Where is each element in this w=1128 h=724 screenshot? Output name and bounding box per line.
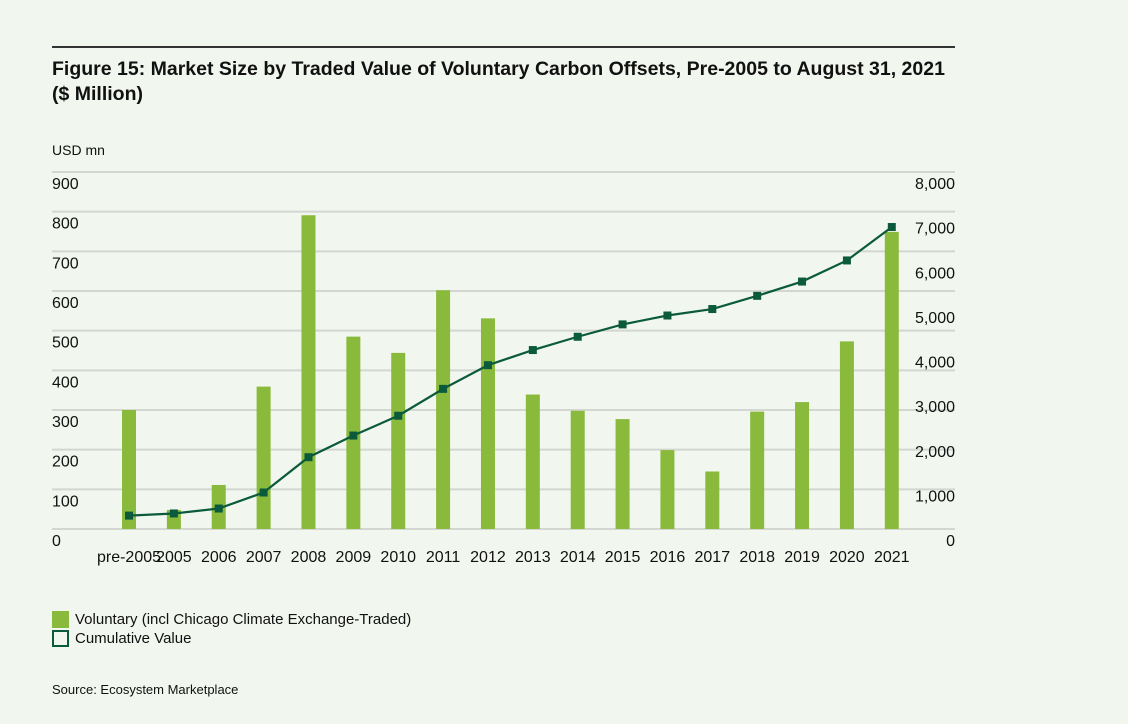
left-axis-tick-label: 100 (52, 493, 79, 510)
left-axis-tick-label: 200 (52, 454, 79, 471)
cumulative-marker (708, 305, 717, 314)
bar (122, 410, 136, 529)
cumulative-marker (753, 291, 762, 300)
x-axis-tick-label: 2020 (829, 549, 865, 566)
left-axis-tick-label: 900 (52, 176, 79, 193)
right-axis-tick-label: 0 (946, 533, 955, 550)
left-axis-tick-label: 500 (52, 335, 79, 352)
bar (436, 290, 451, 529)
bar (884, 231, 899, 529)
right-axis-tick-label: 6,000 (915, 265, 955, 282)
legend-item-voluntary: Voluntary (incl Chicago Climate Exchange… (52, 610, 411, 629)
cumulative-marker (528, 346, 537, 355)
cumulative-marker (573, 332, 582, 341)
top-rule (52, 46, 955, 48)
x-axis-tick-label: 2019 (784, 549, 820, 566)
x-axis-tick-label: 2014 (560, 549, 596, 566)
x-axis-tick-label: 2017 (695, 549, 731, 566)
bar (615, 419, 630, 529)
cumulative-marker (887, 223, 896, 232)
x-axis-tick-label: 2009 (336, 549, 372, 566)
bar (525, 394, 540, 529)
cumulative-marker (349, 431, 358, 440)
x-axis-tick-label: 2015 (605, 549, 641, 566)
cumulative-marker (618, 320, 627, 329)
right-axis-tick-label: 5,000 (915, 310, 955, 327)
right-axis-tick-label: 4,000 (915, 355, 955, 372)
right-axis-tick-label: 3,000 (915, 399, 955, 416)
x-axis-tick-label: 2005 (156, 549, 192, 566)
cumulative-marker (169, 509, 178, 518)
y-axis-unit-label: USD mn (52, 142, 105, 158)
x-axis-tick-label: 2012 (470, 549, 506, 566)
bar (705, 471, 720, 529)
legend-label-cumulative: Cumulative Value (75, 630, 192, 647)
x-axis-tick-label: 2007 (246, 549, 282, 566)
figure-title: Figure 15: Market Size by Traded Value o… (52, 58, 945, 105)
right-axis-tick-label: 8,000 (915, 176, 955, 193)
cumulative-marker (663, 311, 672, 320)
x-axis-tick-label: pre-2005 (97, 549, 161, 566)
bar (750, 411, 765, 529)
cumulative-marker (304, 453, 313, 462)
cumulative-marker (483, 361, 492, 370)
left-axis-tick-label: 400 (52, 374, 79, 391)
left-axis-tick-label: 600 (52, 295, 79, 312)
right-axis-tick-label: 1,000 (915, 488, 955, 505)
cumulative-marker (798, 277, 807, 286)
legend: Voluntary (incl Chicago Climate Exchange… (52, 610, 411, 648)
cumulative-marker (439, 384, 448, 393)
bar (570, 410, 585, 529)
cumulative-marker (259, 488, 268, 497)
left-axis-tick-label: 700 (52, 255, 79, 272)
legend-item-cumulative: Cumulative Value (52, 629, 411, 648)
legend-label-voluntary: Voluntary (incl Chicago Climate Exchange… (75, 611, 412, 628)
bar (301, 215, 316, 529)
right-axis-tick-label: 7,000 (915, 221, 955, 238)
cumulative-marker (214, 504, 223, 513)
x-axis-tick-label: 2016 (650, 549, 686, 566)
source-note: Source: Ecosystem Marketplace (52, 682, 239, 697)
left-axis-tick-label: 0 (52, 533, 61, 550)
x-axis-tick-label: 2006 (201, 549, 237, 566)
bar (839, 341, 854, 529)
x-axis-tick-label: 2018 (739, 549, 775, 566)
left-axis-tick-label: 300 (52, 414, 79, 431)
cumulative-marker (842, 256, 851, 265)
legend-swatch-bar (52, 611, 69, 628)
bar (480, 318, 495, 529)
x-axis-tick-label: 2021 (874, 549, 910, 566)
left-axis-tick-label: 800 (52, 216, 79, 233)
bar (660, 450, 675, 529)
cumulative-marker (394, 411, 403, 420)
x-axis-tick-label: 2013 (515, 549, 551, 566)
bar (256, 386, 271, 529)
bar (391, 352, 406, 529)
x-axis-tick-label: 2010 (380, 549, 416, 566)
bar (795, 402, 810, 529)
right-axis-tick-label: 2,000 (915, 444, 955, 461)
x-axis-tick-label: 2008 (291, 549, 327, 566)
legend-swatch-line (52, 630, 69, 647)
cumulative-marker (125, 511, 133, 520)
cumulative-line (128, 226, 893, 517)
x-axis-tick-label: 2011 (426, 549, 461, 566)
